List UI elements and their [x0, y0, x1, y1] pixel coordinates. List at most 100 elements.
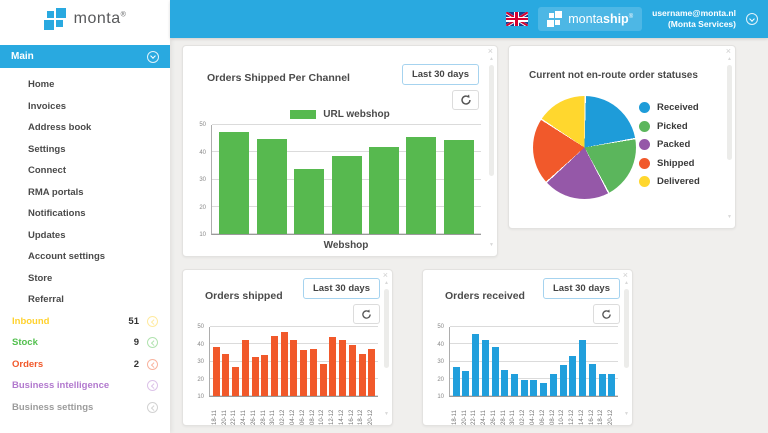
x-tick-label: 08-12 — [309, 409, 316, 425]
x-tick-label: 20-12 — [608, 409, 615, 425]
close-icon[interactable]: × — [487, 46, 493, 56]
x-axis-ticks: 18-11 20-11 22-11 24-11 26-11 28-11 30-11 02-12… — [209, 400, 378, 425]
chevron-left-circle-icon[interactable] — [147, 337, 158, 349]
sidebar-item-account-settings[interactable]: Account settings — [28, 251, 106, 263]
bar — [290, 339, 298, 396]
sidebar-item-rma-portals[interactable]: RMA portals — [28, 186, 84, 198]
chart-legend: URL webshop — [183, 109, 497, 120]
scroll-up-icon[interactable]: ▲ — [624, 280, 629, 286]
bar — [443, 140, 474, 234]
bar — [348, 345, 356, 396]
close-icon[interactable]: × — [382, 270, 388, 280]
plot-area — [449, 326, 618, 397]
scrollbar[interactable]: ▲ ▼ — [725, 57, 734, 220]
y-tick-label: 30 — [437, 359, 444, 365]
sidebar-section-business-settings[interactable]: Business settings — [0, 397, 170, 419]
refresh-icon — [362, 308, 371, 319]
bar — [251, 357, 259, 396]
account-chevron-down-icon[interactable] — [746, 13, 758, 25]
legend-item-picked[interactable]: Picked — [639, 120, 700, 132]
sidebar-item-home[interactable]: Home — [28, 79, 55, 91]
scrollbar[interactable]: ▲ ▼ — [487, 57, 496, 248]
x-tick-label: 22-11 — [231, 410, 238, 425]
x-tick-label: 26-11 — [250, 410, 257, 425]
legend-label: Picked — [657, 120, 688, 132]
x-tick-label: 04-12 — [290, 409, 296, 425]
chevron-left-circle-icon[interactable] — [147, 380, 158, 392]
section-label: Business intelligence — [12, 380, 110, 392]
y-axis: 10 20 30 40 50 — [431, 324, 447, 400]
sidebar-item-settings[interactable]: Settings — [28, 143, 66, 155]
bar — [520, 380, 528, 396]
sidebar-item-store[interactable]: Store — [28, 272, 53, 284]
section-label: Business settings — [12, 401, 94, 413]
date-range-button[interactable]: Last 30 days — [542, 278, 620, 299]
y-tick-label: 20 — [197, 376, 204, 383]
sidebar-section-stock[interactable]: Stock 9 — [0, 332, 170, 354]
close-icon[interactable]: × — [622, 270, 628, 280]
sidebar-item-address-book[interactable]: Address book — [28, 122, 92, 134]
bar — [569, 356, 577, 396]
legend-label: Received — [657, 102, 699, 113]
bar — [579, 339, 587, 396]
gridline — [450, 326, 618, 327]
scroll-up-icon[interactable]: ▲ — [489, 56, 494, 62]
x-tick-label: 18-12 — [598, 409, 605, 425]
scroll-down-icon[interactable]: ▼ — [384, 411, 389, 417]
refresh-button[interactable] — [593, 304, 620, 324]
y-tick-label: 30 — [197, 359, 204, 365]
date-range-button[interactable]: Last 30 days — [401, 64, 479, 85]
sidebar-section-business-intelligence[interactable]: Business intelligence — [0, 375, 170, 397]
scrollbar-thumb[interactable] — [489, 65, 494, 176]
date-range-button[interactable]: Last 30 days — [302, 278, 380, 299]
legend-item-packed[interactable]: Packed — [639, 139, 700, 150]
refresh-button[interactable] — [452, 90, 479, 110]
y-axis: 10 20 30 40 50 — [191, 324, 207, 400]
sidebar-section-main[interactable]: Main — [0, 45, 170, 68]
legend-item-shipped[interactable]: Shipped — [639, 157, 700, 169]
legend-item-received[interactable]: Received — [639, 102, 700, 113]
refresh-button[interactable] — [353, 304, 380, 324]
x-tick-label: 20-11 — [461, 410, 468, 425]
section-label: Inbound — [12, 315, 50, 327]
y-tick-label: 50 — [197, 324, 204, 330]
x-tick-label: 28-11 — [500, 410, 507, 425]
scroll-up-icon[interactable]: ▲ — [384, 280, 389, 286]
scrollbar-thumb[interactable] — [624, 289, 629, 368]
sidebar-item-referral[interactable]: Referral — [28, 294, 64, 306]
scrollbar-thumb[interactable] — [384, 289, 389, 368]
x-tick-label: 28-11 — [260, 410, 267, 425]
bar-chart-orders-shipped: 10 20 30 40 50 18-11 20-11 22-11 24-11 26-11 28-1… — [191, 324, 378, 425]
chevron-down-icon[interactable] — [147, 50, 159, 63]
sidebar-section-orders[interactable]: Orders 2 — [0, 354, 170, 376]
scrollbar-thumb[interactable] — [727, 65, 732, 160]
close-icon[interactable]: × — [725, 46, 731, 56]
sidebar-item-connect[interactable]: Connect — [28, 165, 66, 177]
bar — [300, 350, 308, 396]
sidebar-item-invoices[interactable]: Invoices — [28, 100, 67, 112]
sidebar-item-updates[interactable]: Updates — [28, 229, 66, 241]
scroll-down-icon[interactable]: ▼ — [727, 214, 732, 220]
bar — [294, 168, 325, 234]
chevron-left-circle-icon[interactable] — [147, 315, 158, 327]
scrollbar[interactable]: ▲ ▼ — [622, 281, 631, 417]
scroll-down-icon[interactable]: ▼ — [489, 242, 494, 248]
scroll-down-icon[interactable]: ▼ — [624, 411, 629, 417]
bars — [450, 327, 618, 396]
chevron-left-circle-icon[interactable] — [147, 401, 158, 413]
y-tick-label: 40 — [437, 341, 444, 348]
gridline — [450, 360, 618, 362]
bar — [280, 332, 288, 396]
sidebar-section-inbound[interactable]: Inbound 51 — [0, 311, 170, 333]
card-orders-shipped: × ▲ ▼ Orders shipped Last 30 days 10 20 30… — [182, 269, 393, 426]
chevron-left-circle-icon[interactable] — [147, 358, 158, 370]
x-tick-label: 16-12 — [588, 409, 595, 425]
scroll-up-icon[interactable]: ▲ — [727, 56, 732, 62]
sidebar-item-notifications[interactable]: Notifications — [28, 208, 86, 220]
legend-item-delivered[interactable]: Delivered — [639, 176, 700, 187]
scrollbar[interactable]: ▲ ▼ — [382, 281, 391, 417]
uk-flag-icon[interactable] — [505, 12, 528, 26]
user-account[interactable]: username@monta.nl (Monta Services) — [652, 8, 736, 30]
card-title: Orders received — [445, 290, 525, 302]
card-title: Orders shipped — [205, 290, 283, 302]
